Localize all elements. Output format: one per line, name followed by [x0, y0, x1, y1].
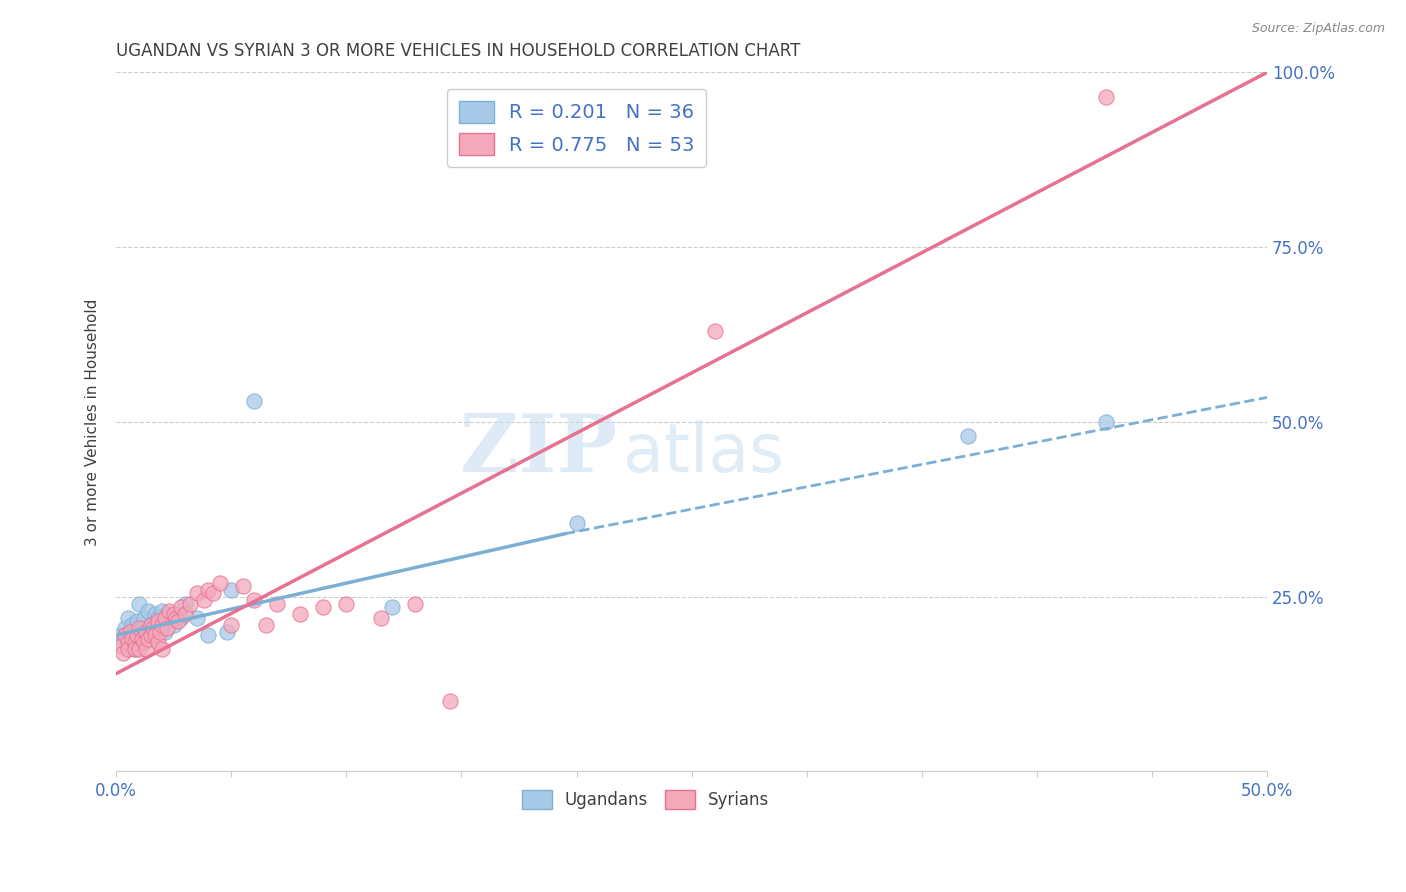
Point — [117, 635, 139, 649]
Point — [193, 593, 215, 607]
Point — [139, 617, 162, 632]
Point — [124, 635, 146, 649]
Point — [174, 597, 197, 611]
Point — [156, 607, 179, 621]
Point — [112, 646, 135, 660]
Point — [124, 624, 146, 639]
Point — [174, 607, 197, 621]
Point — [156, 621, 179, 635]
Point — [197, 582, 219, 597]
Point — [124, 642, 146, 657]
Point — [956, 429, 979, 443]
Point — [146, 614, 169, 628]
Point — [120, 639, 142, 653]
Point — [138, 632, 160, 646]
Point — [139, 617, 162, 632]
Point — [135, 642, 157, 657]
Point — [201, 586, 224, 600]
Text: UGANDAN VS SYRIAN 3 OR MORE VEHICLES IN HOUSEHOLD CORRELATION CHART: UGANDAN VS SYRIAN 3 OR MORE VEHICLES IN … — [117, 42, 800, 60]
Point — [179, 597, 201, 611]
Point — [142, 621, 165, 635]
Y-axis label: 3 or more Vehicles in Household: 3 or more Vehicles in Household — [86, 298, 100, 546]
Point — [145, 628, 167, 642]
Point — [170, 600, 193, 615]
Point — [163, 617, 186, 632]
Point — [128, 597, 150, 611]
Point — [142, 628, 165, 642]
Text: Source: ZipAtlas.com: Source: ZipAtlas.com — [1251, 22, 1385, 36]
Point — [153, 610, 176, 624]
Point — [243, 393, 266, 408]
Point — [221, 617, 243, 632]
Point — [149, 624, 172, 639]
Point — [110, 639, 132, 653]
Point — [254, 617, 277, 632]
Point — [186, 610, 208, 624]
Point — [120, 624, 142, 639]
Point — [186, 586, 208, 600]
Point — [138, 604, 160, 618]
Point — [221, 582, 243, 597]
Point — [157, 604, 180, 618]
Point — [439, 694, 461, 708]
Point — [150, 604, 173, 618]
Point — [165, 610, 187, 624]
Point — [139, 628, 162, 642]
Point — [312, 600, 335, 615]
Point — [135, 624, 157, 639]
Point — [290, 607, 312, 621]
Point — [125, 614, 148, 628]
Point — [117, 610, 139, 624]
Point — [370, 610, 392, 624]
Point — [121, 632, 143, 646]
Point — [112, 635, 135, 649]
Point — [1094, 415, 1116, 429]
Point — [404, 597, 426, 611]
Point — [121, 617, 143, 632]
Point — [117, 632, 139, 646]
Point — [149, 614, 172, 628]
Point — [150, 642, 173, 657]
Point — [128, 632, 150, 646]
Point — [135, 624, 157, 639]
Point — [110, 628, 132, 642]
Point — [197, 628, 219, 642]
Point — [163, 607, 186, 621]
Point — [266, 597, 288, 611]
Point — [117, 642, 139, 657]
Text: ZIP: ZIP — [460, 411, 617, 489]
Point — [243, 593, 266, 607]
Point — [128, 621, 150, 635]
Point — [145, 607, 167, 621]
Point — [132, 610, 155, 624]
Point — [215, 624, 238, 639]
Point — [1094, 90, 1116, 104]
Point — [132, 635, 155, 649]
Point — [125, 628, 148, 642]
Point — [167, 614, 190, 628]
Point — [703, 324, 725, 338]
Point — [114, 628, 136, 642]
Point — [146, 635, 169, 649]
Point — [146, 610, 169, 624]
Point — [124, 642, 146, 657]
Point — [153, 624, 176, 639]
Point — [232, 579, 254, 593]
Point — [381, 600, 404, 615]
Point — [131, 632, 153, 646]
Point — [114, 621, 136, 635]
Text: atlas: atlas — [623, 420, 783, 486]
Point — [208, 575, 231, 590]
Point — [128, 642, 150, 657]
Point — [335, 597, 357, 611]
Point — [131, 621, 153, 635]
Point — [150, 617, 173, 632]
Point — [170, 610, 193, 624]
Point — [565, 516, 588, 531]
Legend: Ugandans, Syrians: Ugandans, Syrians — [515, 783, 776, 815]
